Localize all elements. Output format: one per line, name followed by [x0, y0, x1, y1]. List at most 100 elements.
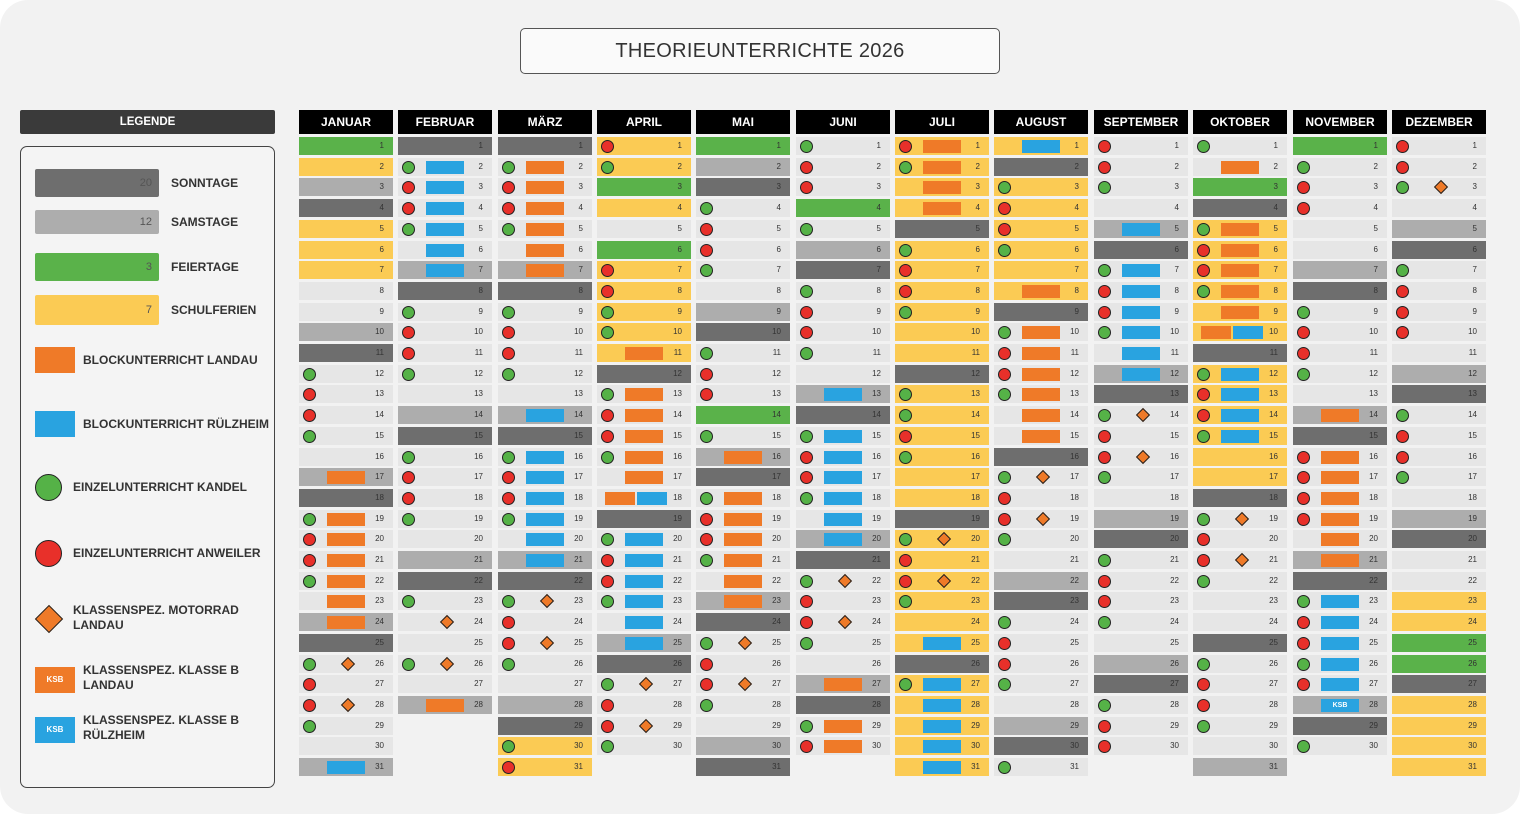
day-cell[interactable]: 23 [398, 592, 492, 610]
day-cell[interactable]: 16 [398, 448, 492, 466]
day-cell[interactable]: 15 [895, 427, 989, 445]
day-cell[interactable]: 23 [597, 592, 691, 610]
day-cell[interactable]: 26 [498, 655, 592, 673]
day-cell[interactable]: 18 [1392, 489, 1486, 507]
day-cell[interactable]: 13 [597, 385, 691, 403]
day-cell[interactable]: 13 [895, 385, 989, 403]
day-cell[interactable]: 27 [299, 675, 393, 693]
day-cell[interactable]: 11 [398, 344, 492, 362]
day-cell[interactable]: 31 [994, 758, 1088, 776]
day-cell[interactable]: 4 [597, 199, 691, 217]
day-cell[interactable]: 24 [1193, 613, 1287, 631]
day-cell[interactable]: 10 [398, 323, 492, 341]
day-cell[interactable]: 28 [299, 696, 393, 714]
day-cell[interactable]: 12 [1392, 365, 1486, 383]
day-cell[interactable]: 17 [299, 468, 393, 486]
day-cell[interactable]: 7 [597, 261, 691, 279]
day-cell[interactable]: 7 [398, 261, 492, 279]
day-cell[interactable]: 12 [994, 365, 1088, 383]
day-cell[interactable]: 4 [994, 199, 1088, 217]
day-cell[interactable]: 30 [1293, 737, 1387, 755]
day-cell[interactable]: 5 [796, 220, 890, 238]
day-cell[interactable]: 9 [1392, 303, 1486, 321]
day-cell[interactable]: 8 [498, 282, 592, 300]
day-cell[interactable]: 31 [299, 758, 393, 776]
day-cell[interactable]: 25 [398, 634, 492, 652]
day-cell[interactable]: 8 [1193, 282, 1287, 300]
day-cell[interactable]: 18 [299, 489, 393, 507]
day-cell[interactable]: 26 [895, 655, 989, 673]
day-cell[interactable]: 10 [994, 323, 1088, 341]
day-cell[interactable]: 28 [696, 696, 790, 714]
day-cell[interactable]: 19 [1293, 510, 1387, 528]
day-cell[interactable]: 14 [1293, 406, 1387, 424]
day-cell[interactable]: 20 [796, 530, 890, 548]
day-cell[interactable]: 22 [498, 572, 592, 590]
day-cell[interactable]: 22 [1293, 572, 1387, 590]
day-cell[interactable]: 16 [895, 448, 989, 466]
day-cell[interactable]: 30 [1193, 737, 1287, 755]
day-cell[interactable]: 12 [1094, 365, 1188, 383]
day-cell[interactable]: 23 [1392, 592, 1486, 610]
day-cell[interactable]: 4 [498, 199, 592, 217]
day-cell[interactable]: 7 [498, 261, 592, 279]
day-cell[interactable]: 15 [1392, 427, 1486, 445]
day-cell[interactable]: 1 [796, 137, 890, 155]
day-cell[interactable]: 13 [398, 385, 492, 403]
day-cell[interactable]: 31 [1392, 758, 1486, 776]
day-cell[interactable]: 19 [696, 510, 790, 528]
day-cell[interactable]: 28 [895, 696, 989, 714]
day-cell[interactable]: 13 [696, 385, 790, 403]
day-cell[interactable]: 29 [1094, 717, 1188, 735]
day-cell[interactable]: 18 [498, 489, 592, 507]
day-cell[interactable]: 27 [1293, 675, 1387, 693]
day-cell[interactable]: 6 [1193, 241, 1287, 259]
day-cell[interactable]: 10 [895, 323, 989, 341]
day-cell[interactable]: 2 [1094, 158, 1188, 176]
day-cell[interactable]: 8 [398, 282, 492, 300]
day-cell[interactable]: 12 [498, 365, 592, 383]
day-cell[interactable]: 1 [398, 137, 492, 155]
day-cell[interactable]: 17 [696, 468, 790, 486]
day-cell[interactable]: 15 [796, 427, 890, 445]
day-cell[interactable]: 27 [796, 675, 890, 693]
day-cell[interactable]: 5 [696, 220, 790, 238]
day-cell[interactable]: 25 [597, 634, 691, 652]
day-cell[interactable]: 15 [696, 427, 790, 445]
day-cell[interactable]: 10 [1094, 323, 1188, 341]
day-cell[interactable]: 15 [1293, 427, 1387, 445]
day-cell[interactable]: 28 [994, 696, 1088, 714]
day-cell[interactable]: 9 [1293, 303, 1387, 321]
day-cell[interactable]: 2 [498, 158, 592, 176]
day-cell[interactable]: 6 [299, 241, 393, 259]
day-cell[interactable]: 23 [994, 592, 1088, 610]
day-cell[interactable]: 27 [1094, 675, 1188, 693]
day-cell[interactable]: 4 [696, 199, 790, 217]
day-cell[interactable]: 8 [597, 282, 691, 300]
day-cell[interactable]: 5 [299, 220, 393, 238]
day-cell[interactable]: 18 [796, 489, 890, 507]
day-cell[interactable]: 20 [498, 530, 592, 548]
day-cell[interactable]: 15 [498, 427, 592, 445]
day-cell[interactable]: 14 [796, 406, 890, 424]
day-cell[interactable]: 23 [498, 592, 592, 610]
day-cell[interactable]: 6 [498, 241, 592, 259]
day-cell[interactable]: 30 [696, 737, 790, 755]
day-cell[interactable]: 13 [1094, 385, 1188, 403]
day-cell[interactable]: 10 [1392, 323, 1486, 341]
day-cell[interactable]: 20 [597, 530, 691, 548]
day-cell[interactable]: 17 [796, 468, 890, 486]
day-cell[interactable]: 30 [796, 737, 890, 755]
day-cell[interactable]: 10 [696, 323, 790, 341]
day-cell[interactable]: 10 [498, 323, 592, 341]
day-cell[interactable]: 27 [498, 675, 592, 693]
day-cell[interactable]: 8 [994, 282, 1088, 300]
day-cell[interactable]: 14 [398, 406, 492, 424]
day-cell[interactable]: 21 [498, 551, 592, 569]
day-cell[interactable]: 20 [1193, 530, 1287, 548]
day-cell[interactable]: 2 [597, 158, 691, 176]
day-cell[interactable]: 11 [696, 344, 790, 362]
day-cell[interactable]: 24 [498, 613, 592, 631]
day-cell[interactable]: 24 [895, 613, 989, 631]
day-cell[interactable]: 13 [994, 385, 1088, 403]
